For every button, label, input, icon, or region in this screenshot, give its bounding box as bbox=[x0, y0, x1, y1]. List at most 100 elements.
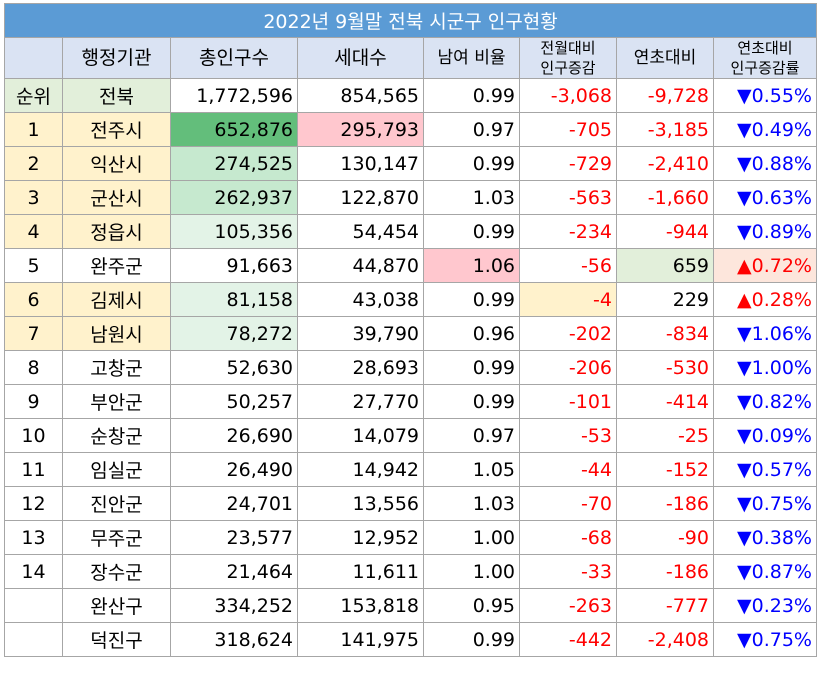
households-cell: 44,870 bbox=[297, 248, 424, 283]
rank-cell: 6 bbox=[4, 282, 63, 317]
rank-cell: 4 bbox=[4, 214, 63, 249]
total-pop-cell: 26,690 bbox=[170, 418, 298, 453]
total-pop-cell: 334,252 bbox=[170, 588, 298, 623]
table-row: 9 부안군 50,257 27,770 0.99 -101 -414 ▼0.82% bbox=[4, 384, 817, 419]
mom-change-cell: -4 bbox=[519, 282, 617, 317]
agency-name-cell: 완산구 bbox=[62, 588, 171, 623]
mom-change-cell: -563 bbox=[519, 180, 617, 215]
gender-ratio-cell: 1.00 bbox=[423, 554, 520, 589]
table-row: 완산구 334,252 153,818 0.95 -263 -777 ▼0.23% bbox=[4, 588, 817, 623]
rank-cell: 14 bbox=[4, 554, 63, 589]
households-cell: 122,870 bbox=[297, 180, 424, 215]
total-ratio: 0.99 bbox=[423, 78, 520, 113]
agency-name-cell: 고창군 bbox=[62, 350, 171, 385]
ytd-change-cell: -90 bbox=[616, 520, 714, 555]
header-gender-ratio: 남여 비율 bbox=[423, 37, 520, 79]
gender-ratio-cell: 1.06 bbox=[423, 248, 520, 283]
table-row: 덕진구 318,624 141,975 0.99 -442 -2,408 ▼0.75% bbox=[4, 622, 817, 657]
ytd-change-cell: -414 bbox=[616, 384, 714, 419]
ytd-change-cell: -1,660 bbox=[616, 180, 714, 215]
ytd-change-cell: -2,408 bbox=[616, 622, 714, 657]
total-pop-cell: 318,624 bbox=[170, 622, 298, 657]
mom-change-cell: -729 bbox=[519, 146, 617, 181]
header-mom-line1: 전월대비 bbox=[540, 39, 596, 57]
total-pop-cell: 652,876 bbox=[170, 112, 298, 147]
rank-cell: 3 bbox=[4, 180, 63, 215]
mom-change-cell: -68 bbox=[519, 520, 617, 555]
agency-name-cell: 덕진구 bbox=[62, 622, 171, 657]
header-ytd-rate: 연초대비 인구증감률 bbox=[713, 37, 817, 79]
households-cell: 12,952 bbox=[297, 520, 424, 555]
ytd-rate-cell: ▼0.49% bbox=[713, 112, 817, 147]
gender-ratio-cell: 1.03 bbox=[423, 486, 520, 521]
gender-ratio-cell: 1.05 bbox=[423, 452, 520, 487]
total-row: 순위 전북 1,772,596 854,565 0.99 -3,068 -9,7… bbox=[4, 78, 817, 113]
rank-cell: 9 bbox=[4, 384, 63, 419]
agency-name-cell: 장수군 bbox=[62, 554, 171, 589]
households-cell: 14,079 bbox=[297, 418, 424, 453]
rank-cell: 2 bbox=[4, 146, 63, 181]
table-row: 11 임실군 26,490 14,942 1.05 -44 -152 ▼0.57% bbox=[4, 452, 817, 487]
ytd-change-cell: 659 bbox=[616, 248, 714, 283]
households-cell: 43,038 bbox=[297, 282, 424, 317]
households-cell: 27,770 bbox=[297, 384, 424, 419]
mom-change-cell: -442 bbox=[519, 622, 617, 657]
ytd-rate-cell: ▼1.00% bbox=[713, 350, 817, 385]
total-pop-cell: 105,356 bbox=[170, 214, 298, 249]
total-pop-cell: 274,525 bbox=[170, 146, 298, 181]
households-cell: 28,693 bbox=[297, 350, 424, 385]
header-rate-line1: 연초대비 bbox=[737, 39, 793, 57]
rank-cell: 12 bbox=[4, 486, 63, 521]
households-cell: 11,611 bbox=[297, 554, 424, 589]
households-cell: 54,454 bbox=[297, 214, 424, 249]
agency-name-cell: 군산시 bbox=[62, 180, 171, 215]
total-pop-cell: 26,490 bbox=[170, 452, 298, 487]
table-row: 2 익산시 274,525 130,147 0.99 -729 -2,410 ▼0.88% bbox=[4, 146, 817, 181]
table-row: 13 무주군 23,577 12,952 1.00 -68 -90 ▼0.38% bbox=[4, 520, 817, 555]
total-pop-cell: 23,577 bbox=[170, 520, 298, 555]
ytd-rate-cell: ▼0.75% bbox=[713, 622, 817, 657]
rank-cell: 7 bbox=[4, 316, 63, 351]
header-mom-line2: 인구증감 bbox=[540, 59, 596, 77]
agency-name-cell: 남원시 bbox=[62, 316, 171, 351]
ytd-rate-cell: ▲0.28% bbox=[713, 282, 817, 317]
ytd-change-cell: -186 bbox=[616, 554, 714, 589]
agency-name-cell: 정읍시 bbox=[62, 214, 171, 249]
rank-cell: 11 bbox=[4, 452, 63, 487]
households-cell: 39,790 bbox=[297, 316, 424, 351]
ytd-rate-cell: ▼0.87% bbox=[713, 554, 817, 589]
gender-ratio-cell: 0.99 bbox=[423, 350, 520, 385]
header-rank bbox=[4, 37, 63, 79]
rank-label: 순위 bbox=[4, 78, 63, 113]
rank-cell: 8 bbox=[4, 350, 63, 385]
households-cell: 141,975 bbox=[297, 622, 424, 657]
total-mom: -3,068 bbox=[519, 78, 617, 113]
agency-name-cell: 김제시 bbox=[62, 282, 171, 317]
gender-ratio-cell: 0.99 bbox=[423, 146, 520, 181]
rank-cell bbox=[4, 622, 63, 657]
agency-name-cell: 순창군 bbox=[62, 418, 171, 453]
total-rate: ▼0.55% bbox=[713, 78, 817, 113]
rank-cell bbox=[4, 588, 63, 623]
ytd-change-cell: -25 bbox=[616, 418, 714, 453]
total-pop-cell: 50,257 bbox=[170, 384, 298, 419]
gender-ratio-cell: 0.95 bbox=[423, 588, 520, 623]
ytd-change-cell: -777 bbox=[616, 588, 714, 623]
gender-ratio-cell: 0.99 bbox=[423, 622, 520, 657]
mom-change-cell: -263 bbox=[519, 588, 617, 623]
mom-change-cell: -202 bbox=[519, 316, 617, 351]
total-pop-cell: 24,701 bbox=[170, 486, 298, 521]
table-row: 10 순창군 26,690 14,079 0.97 -53 -25 ▼0.09% bbox=[4, 418, 817, 453]
header-ytd-change: 연초대비 bbox=[616, 37, 714, 79]
ytd-rate-cell: ▼0.23% bbox=[713, 588, 817, 623]
gender-ratio-cell: 0.97 bbox=[423, 418, 520, 453]
mom-change-cell: -206 bbox=[519, 350, 617, 385]
mom-change-cell: -234 bbox=[519, 214, 617, 249]
header-mom-change: 전월대비 인구증감 bbox=[519, 37, 617, 79]
ytd-change-cell: -3,185 bbox=[616, 112, 714, 147]
mom-change-cell: -53 bbox=[519, 418, 617, 453]
mom-change-cell: -33 bbox=[519, 554, 617, 589]
ytd-rate-cell: ▼0.82% bbox=[713, 384, 817, 419]
total-pop-cell: 78,272 bbox=[170, 316, 298, 351]
gender-ratio-cell: 1.03 bbox=[423, 180, 520, 215]
